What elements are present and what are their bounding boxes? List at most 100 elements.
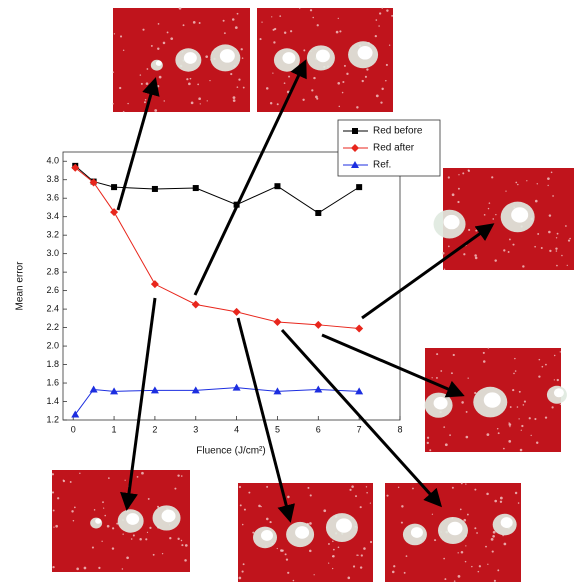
speck (112, 71, 114, 73)
x-tick-label: 7 (357, 424, 362, 434)
speck (487, 564, 488, 565)
speck (239, 577, 242, 580)
speck (432, 514, 433, 515)
speck (427, 437, 429, 439)
speck (479, 565, 481, 567)
speck (489, 202, 491, 204)
speck (277, 548, 278, 549)
speck (351, 485, 354, 488)
speck (223, 20, 225, 22)
spot-core (411, 527, 423, 538)
speck (237, 13, 239, 15)
speck (293, 580, 295, 582)
speck (167, 31, 169, 33)
speck (474, 392, 476, 394)
speck (149, 527, 151, 529)
speck (302, 99, 304, 101)
speck (382, 7, 383, 8)
speck (466, 411, 468, 413)
speck (126, 556, 129, 559)
speck (337, 82, 340, 85)
speck (287, 572, 289, 574)
x-axis-label: Fluence (J/cm²) (196, 446, 265, 457)
speck (170, 37, 173, 40)
speck (492, 551, 494, 553)
speck (137, 476, 139, 478)
legend-label: Red after (373, 143, 415, 154)
arrow (362, 225, 492, 318)
speck (355, 495, 357, 497)
speck (434, 539, 436, 541)
speck (440, 370, 442, 372)
speck (366, 68, 368, 70)
speck (442, 252, 445, 255)
speck (63, 480, 64, 481)
speck (449, 434, 451, 436)
speck (497, 428, 498, 429)
speck (52, 566, 54, 568)
marker (355, 325, 363, 333)
speck (514, 358, 515, 359)
speck (381, 88, 383, 90)
speck (141, 83, 143, 85)
speck (186, 78, 188, 80)
speck (554, 379, 555, 380)
speck (233, 99, 236, 102)
speck (509, 426, 510, 427)
speck (235, 26, 238, 29)
speck (500, 501, 502, 503)
speck (404, 572, 406, 574)
speck (436, 377, 438, 379)
speck (332, 568, 333, 569)
speck (141, 472, 144, 475)
speck (53, 527, 54, 528)
speck (146, 82, 149, 85)
photo (434, 168, 574, 270)
marker (352, 128, 358, 134)
speck (127, 103, 128, 104)
speck (429, 449, 431, 451)
x-tick-label: 5 (275, 424, 280, 434)
speck (539, 359, 541, 361)
speck (457, 201, 459, 203)
photo (425, 347, 567, 452)
speck (52, 473, 54, 475)
speck (164, 100, 165, 101)
marker (233, 308, 241, 316)
spot-core (162, 510, 176, 523)
speck (131, 538, 133, 540)
speck (299, 8, 300, 9)
marker (152, 186, 158, 192)
speck (333, 549, 335, 551)
speck (487, 433, 490, 436)
chart: Fluence (J/cm²) Mean error 1.21.41.61.82… (0, 0, 576, 584)
speck (258, 505, 261, 508)
speck (336, 31, 339, 34)
speck (338, 546, 340, 548)
speck (71, 510, 73, 512)
speck (123, 111, 125, 113)
speck (505, 190, 506, 191)
speck (199, 22, 201, 24)
speck (360, 506, 362, 508)
speck (270, 521, 272, 523)
speck (468, 377, 469, 378)
marker (71, 410, 79, 417)
speck (184, 559, 187, 562)
y-tick-label: 3.0 (46, 248, 59, 258)
speck (76, 568, 79, 571)
speck (389, 45, 390, 46)
spot-core (261, 530, 273, 541)
speck (401, 505, 403, 507)
speck (448, 245, 450, 247)
speck (84, 567, 87, 570)
photo (385, 482, 521, 582)
speck (549, 250, 551, 252)
speck (310, 494, 312, 496)
speck (179, 7, 182, 10)
speck (467, 514, 469, 516)
speck (104, 515, 106, 517)
speck (260, 38, 262, 40)
speck (444, 578, 446, 580)
speck (463, 253, 465, 255)
